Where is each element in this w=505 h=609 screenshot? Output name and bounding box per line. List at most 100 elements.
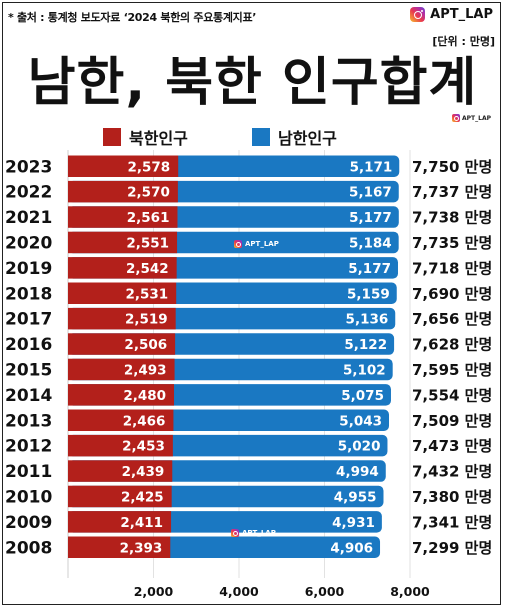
total-value: 7,554 만명 [412,386,492,404]
year-label: 2010 [5,487,52,507]
instagram-icon [452,114,460,122]
bar-north [68,409,174,431]
total-value: 7,595 만명 [412,361,492,379]
total-value: 7,690 만명 [412,285,492,303]
year-label: 2019 [5,259,52,279]
x-tick-label: 2,000 [134,584,174,599]
bar-value-north: 2,466 [123,413,166,429]
x-tick-label: 8,000 [390,584,430,599]
total-value: 7,750 만명 [412,158,492,176]
bar-value-north: 2,439 [122,464,165,480]
bar-value-south: 5,159 [347,286,390,302]
bar-north [68,485,172,508]
bar-value-south: 4,994 [336,464,379,480]
watermark-text: APT_LAP [245,240,279,248]
bar-value-north: 2,551 [126,235,169,251]
chart-title: 남한, 북한 인구합계 [27,53,478,113]
bar-value-north: 2,393 [120,540,163,556]
bar-value-south: 5,102 [343,362,386,378]
watermark: APT_LAP [231,529,276,537]
bar-value-north: 2,542 [126,261,169,277]
bar-value-north: 2,425 [121,489,164,505]
year-label: 2012 [5,437,52,457]
bar-value-south: 5,171 [350,159,393,175]
x-tick-label: 4,000 [219,584,259,599]
bar-value-north: 2,453 [122,439,165,455]
bar-value-south: 4,906 [330,540,373,556]
bar-north [68,282,177,304]
total-value: 7,735 만명 [412,234,492,252]
bar-north [68,384,175,406]
instagram-icon [234,240,242,248]
legend-label-south: 남한인구 [278,129,337,148]
bar-north [68,511,172,533]
bar-value-north: 2,570 [127,185,170,201]
bar-value-south: 5,043 [339,413,382,429]
year-label: 2013 [5,411,52,431]
instagram-icon [231,529,239,537]
bar-value-south: 5,184 [349,235,392,251]
bar-north [68,333,176,355]
total-value: 7,380 만명 [412,488,492,506]
year-label: 2011 [5,462,52,482]
source-note: * 출처 : 통계청 보도자료 ‘2024 북한의 주요통계지표’ [8,11,257,24]
bar-value-south: 5,075 [341,388,384,404]
total-value: 7,656 만명 [412,310,492,328]
bar-value-south: 5,177 [349,210,392,226]
bar-value-north: 2,531 [125,286,168,302]
year-label: 2009 [5,513,52,533]
bar-north [68,434,173,457]
bar-value-south: 4,955 [334,489,377,505]
bar-value-north: 2,561 [127,210,170,226]
year-label: 2015 [5,360,52,380]
total-value: 7,737 만명 [412,183,492,201]
instagram-icon [410,7,426,22]
x-tick-label: 6,000 [305,584,345,599]
bar-value-south: 5,136 [346,312,389,328]
total-value: 7,718 만명 [412,259,492,277]
year-label: 2018 [5,284,52,304]
bar-north [68,460,173,482]
bar-value-north: 2,480 [123,388,166,404]
legend: 북한인구 남한인구 [0,125,505,149]
bar-value-south: 5,122 [344,337,387,353]
bar-value-north: 2,493 [124,362,167,378]
total-value: 7,473 만명 [412,437,492,455]
bar-north [68,206,178,228]
year-label: 2014 [5,386,52,406]
bar-north [68,231,178,254]
year-label: 2021 [5,208,52,228]
bar-value-north: 2,411 [120,515,163,531]
total-value: 7,628 만명 [412,336,492,354]
year-label: 2020 [5,233,52,253]
bar-value-south: 4,931 [332,515,375,531]
total-value: 7,432 만명 [412,463,492,481]
bar-north [68,307,176,330]
unit-label: [단위 : 만명] [432,35,495,48]
bar-north [68,155,179,177]
brand: APT_LAP [410,7,493,22]
bar-value-south: 5,177 [348,261,391,277]
year-label: 2023 [5,157,52,177]
watermark: APT_LAP [234,240,279,248]
bar-north [68,257,177,279]
year-label: 2016 [5,335,52,355]
total-value: 7,509 만명 [412,412,492,430]
total-value: 7,738 만명 [412,209,492,227]
year-label: 2008 [5,538,52,558]
bar-north [68,358,175,381]
watermark-text: APT_LAP [242,529,276,537]
bar-value-north: 2,578 [128,159,171,175]
bar-value-north: 2,519 [125,312,168,328]
total-value: 7,299 만명 [412,539,492,557]
bar-value-south: 5,020 [338,439,381,455]
bar-north [68,536,171,558]
legend-swatch-north [103,128,121,146]
year-label: 2017 [5,310,52,330]
bar-value-south: 5,167 [349,185,392,201]
brand-name: APT_LAP [430,7,493,22]
bar-value-north: 2,506 [124,337,167,353]
legend-item-north: 북한인구 [103,125,188,149]
bar-north [68,180,178,203]
